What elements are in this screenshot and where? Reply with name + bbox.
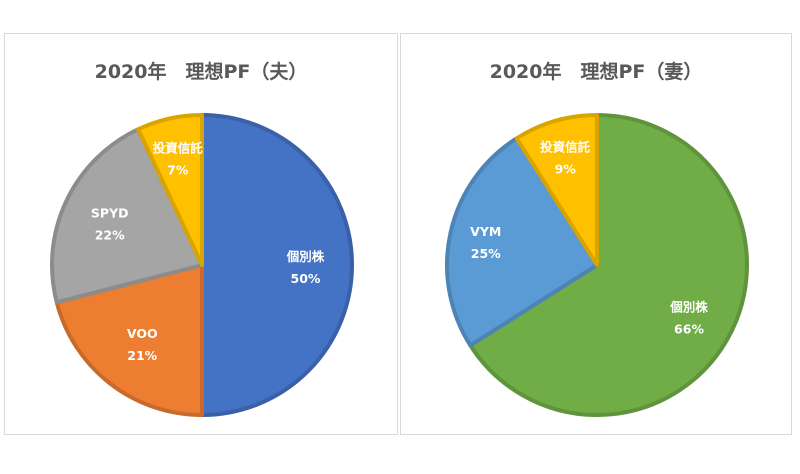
pie-chart-husband: 個別株 50% VOO 21% SPYD 22% 投資信託 7% — [50, 113, 354, 417]
pie-slice-wife-1 — [445, 136, 599, 348]
slice-category-label: 投資信託 — [540, 140, 591, 155]
slice-category-label: SPYD — [91, 206, 129, 221]
pie-slice-husband-0 — [200, 113, 354, 417]
pie-slice-husband-2 — [50, 127, 204, 305]
slice-label-husband-1: VOO 21% — [127, 326, 158, 363]
chart-title-wife: 2020年 理想PF（妻） — [489, 61, 703, 83]
slice-percent-label: 22% — [95, 228, 125, 243]
pie-slice-husband-3 — [136, 113, 204, 267]
slice-percent-label: 66% — [674, 322, 704, 337]
slice-percent-label: 50% — [291, 271, 321, 286]
slice-percent-label: 7% — [167, 163, 189, 178]
slice-percent-label: 9% — [555, 162, 577, 177]
slice-label-wife-2: 投資信託 9% — [540, 140, 591, 177]
slice-label-husband-2: SPYD 22% — [91, 206, 129, 243]
slice-category-label: VOO — [127, 326, 158, 341]
slice-label-husband-3: 投資信託 7% — [153, 141, 204, 178]
chart-title-husband: 2020年 理想PF（夫） — [94, 61, 308, 83]
pie-chart-wife: 個別株 66% VYM 25% 投資信託 9% — [445, 113, 749, 417]
slice-percent-label: 21% — [127, 348, 157, 363]
slice-label-husband-0: 個別株 50% — [286, 249, 325, 286]
slice-category-label: 個別株 — [669, 300, 708, 315]
pie-slice-husband-1 — [54, 263, 204, 417]
slice-label-wife-1: VYM 25% — [470, 224, 501, 261]
chart-panel-wife: 2020年 理想PF（妻） 個別株 66% VYM 25% 投資信託 9% — [400, 33, 792, 435]
chart-panel-husband: 2020年 理想PF（夫） 個別株 50% VOO 21% SPYD 22% 投資信託 7% — [4, 33, 398, 435]
pie-slice-wife-0 — [468, 113, 749, 417]
pie-slice-wife-2 — [514, 113, 599, 267]
slice-label-wife-0: 個別株 66% — [669, 300, 708, 337]
slice-category-label: 投資信託 — [153, 141, 204, 156]
slice-percent-label: 25% — [471, 246, 501, 261]
slice-category-label: 個別株 — [286, 249, 325, 264]
slice-category-label: VYM — [470, 224, 501, 239]
